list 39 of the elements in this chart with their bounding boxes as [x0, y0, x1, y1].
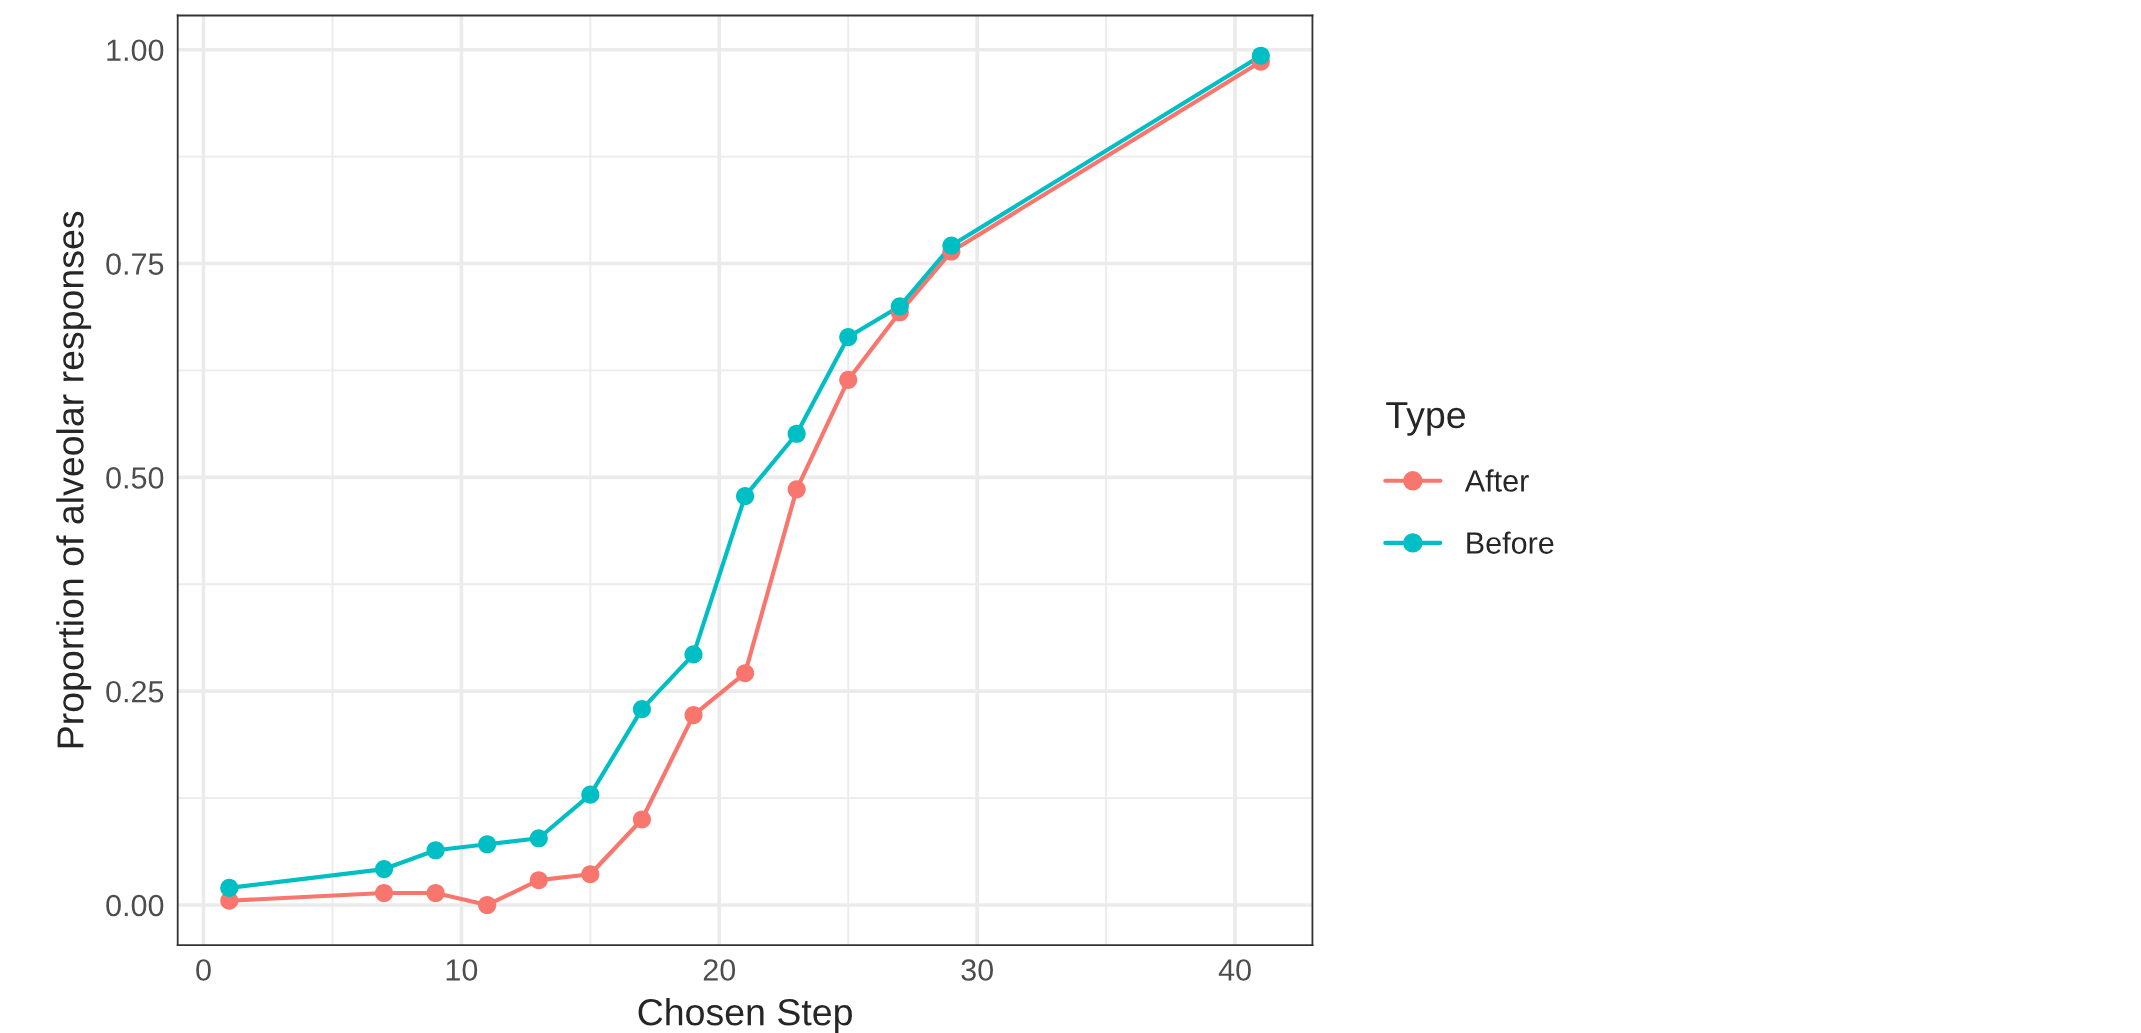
point	[684, 706, 703, 725]
y-tick-label: 0.50	[106, 467, 164, 489]
point	[478, 835, 497, 854]
point	[839, 328, 858, 347]
point	[839, 370, 858, 389]
x-tick-label: 0	[196, 959, 211, 981]
point	[529, 829, 548, 848]
y-tick-label: 0.75	[106, 253, 164, 275]
point	[890, 297, 909, 316]
x-axis-title: Chosen Step	[638, 997, 852, 1033]
point	[684, 645, 703, 664]
point	[478, 895, 497, 915]
point	[942, 236, 961, 255]
point	[426, 883, 445, 903]
point	[787, 480, 806, 499]
y-tick-label: 1.00	[107, 39, 164, 62]
x-tick-label: 40	[1218, 959, 1251, 981]
point	[632, 810, 651, 829]
y-tick-label: 0.00	[106, 894, 164, 917]
x-tick-label: 20	[703, 959, 736, 981]
point	[220, 878, 239, 897]
point	[374, 860, 394, 879]
legend-label: Before	[1467, 531, 1554, 554]
legend-label: After	[1464, 469, 1529, 492]
y-tick-label: 0.25	[106, 680, 164, 703]
point	[581, 865, 600, 884]
x-tick-label: 10	[446, 959, 478, 981]
point	[581, 785, 600, 804]
point	[632, 700, 651, 719]
x-tick-label: 30	[961, 959, 993, 981]
legend-title: Type	[1386, 402, 1465, 436]
point	[529, 871, 548, 890]
y-axis-title: Proportion of alveolar responses	[56, 211, 92, 748]
point	[787, 424, 806, 443]
point	[736, 664, 755, 683]
point	[374, 883, 394, 903]
point	[426, 841, 445, 860]
point	[1251, 46, 1270, 65]
point	[736, 487, 755, 506]
